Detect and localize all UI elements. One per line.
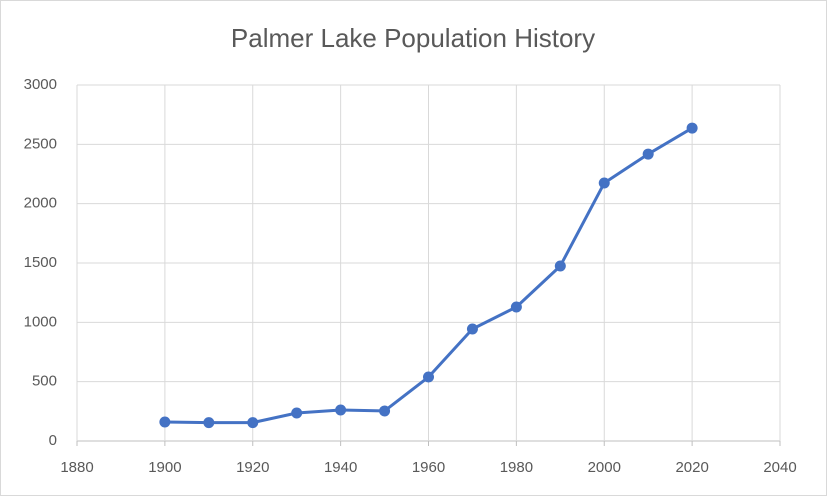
data-point [291, 407, 303, 419]
chart-title: Palmer Lake Population History [231, 23, 595, 53]
data-point [247, 417, 259, 429]
data-point [379, 405, 391, 417]
x-tick-label: 2040 [763, 459, 796, 476]
x-tick-label: 1900 [148, 459, 181, 476]
data-point [510, 301, 522, 313]
y-tick-label: 1500 [24, 254, 57, 271]
data-point [598, 177, 610, 189]
data-point [466, 323, 478, 335]
data-point [335, 404, 347, 416]
x-tick-label: 1980 [500, 459, 533, 476]
data-point [159, 416, 171, 428]
x-tick-label: 1920 [236, 459, 269, 476]
data-point [554, 260, 566, 272]
y-tick-label: 1000 [24, 313, 57, 330]
x-tick-label: 2020 [675, 459, 708, 476]
x-tick-label: 1880 [60, 459, 93, 476]
data-point [423, 371, 434, 383]
x-tick-label: 1960 [412, 459, 445, 476]
y-tick-label: 500 [32, 373, 57, 390]
y-tick-label: 2500 [24, 135, 57, 152]
x-tick-label: 2000 [588, 459, 621, 476]
y-tick-label: 2000 [24, 195, 57, 212]
data-point [203, 417, 215, 429]
data-point [642, 148, 654, 160]
x-tick-label: 1940 [324, 459, 357, 476]
data-point [686, 122, 698, 134]
y-tick-label: 0 [49, 432, 57, 449]
y-tick-label: 3000 [24, 76, 57, 93]
